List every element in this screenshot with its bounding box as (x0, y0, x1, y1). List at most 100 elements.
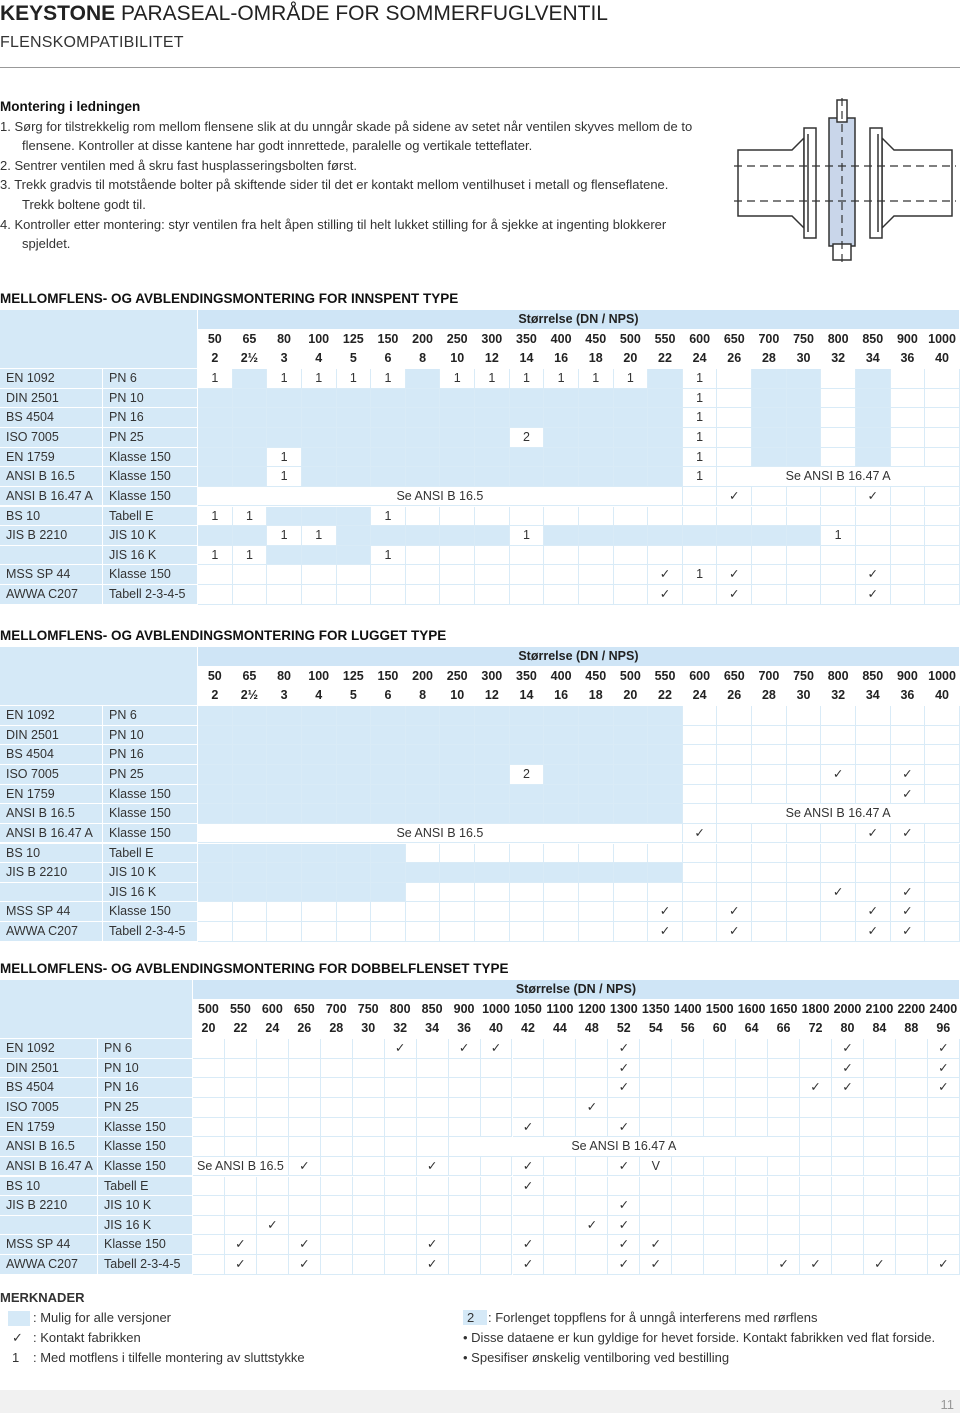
cell-empty (613, 882, 649, 903)
nps-label: 44 (544, 1019, 577, 1039)
cell-empty (256, 1255, 289, 1275)
cell-empty (480, 1156, 513, 1177)
dn-label: 550 (224, 999, 257, 1020)
cell-empty (890, 725, 926, 746)
dn-label: 1100 (544, 999, 577, 1020)
cell-empty (256, 1235, 289, 1256)
cell-empty (895, 1255, 928, 1275)
cell-empty (352, 1235, 385, 1256)
cell-empty (648, 882, 683, 903)
subtitle: FLENSKOMPATIBILITET (0, 34, 184, 51)
cell-available (475, 526, 510, 546)
cell-available (855, 368, 891, 389)
cell-available (440, 725, 476, 746)
cell-empty (320, 1078, 353, 1098)
mounting-item: 4. Kontroller etter montering: styr vent… (0, 216, 667, 252)
cell-available (440, 764, 476, 785)
cell-empty (320, 1156, 353, 1177)
cell-value: 1 (682, 408, 718, 428)
cell-available (509, 408, 545, 428)
cell-value: ✓ (717, 565, 753, 586)
cell-value: 1 (821, 526, 856, 546)
dn-label: 650 (717, 666, 753, 687)
cell-empty (704, 1097, 737, 1118)
cell-empty (704, 1078, 737, 1098)
standard: BS 10 (0, 506, 103, 527)
cell-available (544, 526, 579, 546)
standard: JIS B 2210 (0, 1196, 98, 1216)
cell-empty (752, 745, 787, 765)
cell-available (336, 408, 372, 428)
cell-empty (925, 506, 960, 527)
nps-label: 36 (890, 349, 926, 369)
cell-empty (224, 1038, 257, 1059)
cell-empty (736, 1255, 769, 1275)
cell-available (648, 526, 683, 546)
cell-empty (352, 1255, 385, 1275)
cell-empty (256, 1117, 289, 1138)
cell-empty (475, 902, 510, 923)
cell-empty (578, 545, 614, 566)
cell-empty (475, 843, 510, 864)
dn-label: 1200 (576, 999, 609, 1020)
nps-label: 10 (440, 349, 476, 369)
cell-available (405, 408, 441, 428)
cell-available (371, 388, 406, 409)
nps-label: 32 (384, 1019, 417, 1039)
cell-value: ✓ (512, 1255, 545, 1275)
cell-empty (352, 1058, 385, 1079)
cell-empty (405, 882, 441, 903)
dn-label: 350 (509, 666, 545, 687)
cell-available (855, 388, 891, 409)
cell-empty (288, 1078, 321, 1098)
cell-empty (768, 1156, 801, 1177)
cell-value: ✓ (890, 784, 926, 805)
cell-available (371, 764, 406, 785)
dn-label: 600 (682, 329, 718, 350)
cell-available (336, 506, 372, 527)
cell-available (301, 447, 337, 468)
cell-empty (786, 823, 822, 844)
cell-available (232, 863, 268, 883)
mounting-item: 2. Sentrer ventilen med å skru fast husp… (0, 157, 357, 173)
cell-value: ✓ (608, 1156, 641, 1177)
cell-available (198, 784, 233, 805)
dn-label: 500 (613, 666, 649, 687)
cell-available (198, 526, 233, 546)
class: Klasse 150 (98, 1137, 193, 1157)
dn-label: 1500 (704, 999, 737, 1020)
dn-label: 200 (405, 666, 441, 687)
cell-empty (717, 863, 753, 883)
cell-empty (752, 764, 787, 785)
standard: MSS SP 44 (0, 565, 103, 586)
cell-available (267, 804, 302, 824)
cell-empty (752, 784, 787, 805)
cell-empty (786, 922, 822, 942)
cell-empty (736, 1117, 769, 1138)
nps-label: 4 (301, 349, 337, 369)
cell-empty (752, 823, 787, 844)
standard: JIS B 2210 (0, 526, 103, 546)
cell-empty (232, 585, 268, 605)
cell-empty (855, 843, 891, 864)
note-label: : Med motflens i tilfelle montering av s… (33, 1350, 305, 1365)
cell-available (440, 863, 476, 883)
cell-empty (927, 1196, 960, 1216)
header-blank (0, 980, 193, 1039)
cell-value: ✓ (576, 1215, 609, 1236)
cell-empty (768, 1038, 801, 1059)
nps-label: 24 (256, 1019, 289, 1039)
cell-empty (895, 1156, 928, 1177)
cell-empty (640, 1117, 673, 1138)
class: JIS 16 K (98, 1215, 193, 1236)
dn-label: 1050 (512, 999, 545, 1020)
dn-label: 1600 (736, 999, 769, 1020)
cell-available (544, 408, 579, 428)
cell-empty (925, 843, 960, 864)
cell-empty (544, 1097, 577, 1118)
cell-empty (863, 1058, 896, 1079)
cell-value: 1 (371, 368, 406, 389)
cell-available (371, 408, 406, 428)
cell-empty (613, 545, 649, 566)
dn-label: 450 (578, 329, 614, 350)
